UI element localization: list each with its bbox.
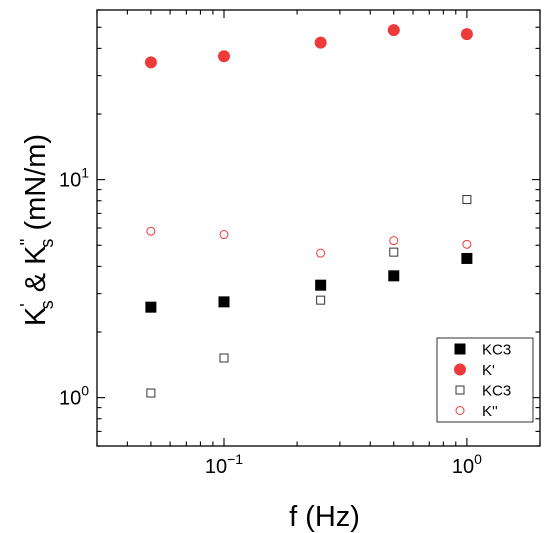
x-tick-label: 100 <box>452 451 482 478</box>
axis-titles: f (Hz) K's & K''s (mN/m) <box>17 134 360 533</box>
data-point <box>219 230 229 240</box>
legend-marker <box>455 406 465 415</box>
data-point <box>462 239 472 249</box>
y-tick-label: 100 <box>59 383 89 410</box>
x-axis-title: f (Hz) <box>289 501 360 533</box>
data-point <box>389 247 399 257</box>
legend-label: K' <box>482 362 495 379</box>
legend-marker <box>454 363 466 376</box>
data-point <box>145 301 157 313</box>
series-0 <box>145 252 473 313</box>
legend-label: KC3 <box>482 383 511 400</box>
legend-marker <box>455 385 465 395</box>
data-point <box>218 296 230 308</box>
data-point <box>316 248 326 258</box>
data-point <box>315 279 327 291</box>
series-1 <box>144 24 473 69</box>
x-tick-label: 10−1 <box>205 451 243 478</box>
data-point <box>388 270 400 282</box>
data-point <box>146 226 156 236</box>
data-point <box>462 195 472 205</box>
series-3 <box>146 226 472 258</box>
y-axis-title: K's & K''s (mN/m) <box>17 134 57 326</box>
data-point <box>144 56 157 69</box>
legend-box <box>436 337 534 423</box>
legend-label: K'' <box>482 403 498 420</box>
data-point <box>389 236 399 246</box>
legend-label: KC3 <box>482 342 511 359</box>
series-2 <box>146 195 472 398</box>
legend: KC3 K' KC3 K'' <box>436 337 534 423</box>
data-point <box>461 252 473 264</box>
data-marks <box>144 24 473 398</box>
data-point <box>219 353 229 363</box>
tick-labels: 10−1 100 100 101 <box>59 165 482 478</box>
legend-marker <box>454 343 466 355</box>
y-tick-label: 101 <box>59 165 89 192</box>
data-point <box>217 50 230 63</box>
axis-ticks <box>96 9 541 447</box>
data-point <box>387 24 400 37</box>
data-point <box>460 28 473 41</box>
data-point <box>146 388 156 398</box>
data-point <box>314 36 327 49</box>
data-point <box>316 295 326 305</box>
